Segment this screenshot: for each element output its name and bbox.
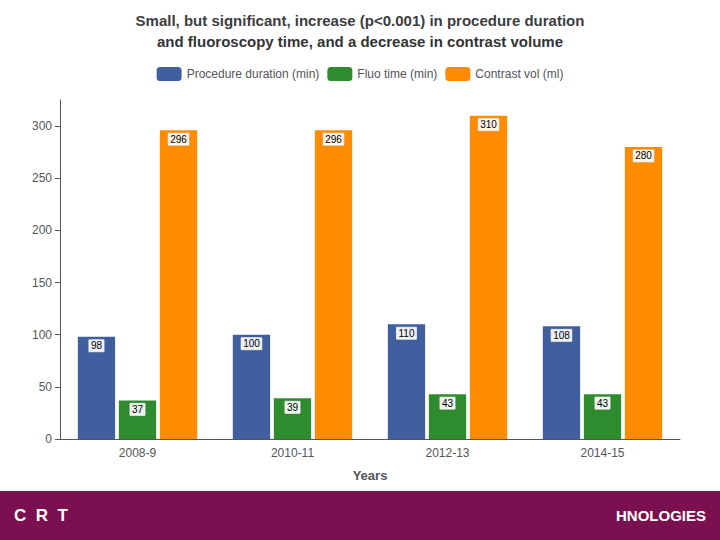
svg-text:296: 296 — [325, 134, 342, 145]
svg-text:98: 98 — [91, 340, 103, 351]
svg-text:43: 43 — [442, 398, 454, 409]
svg-text:43: 43 — [597, 398, 609, 409]
svg-text:Years: Years — [353, 468, 388, 483]
svg-text:100: 100 — [243, 338, 260, 349]
svg-text:250: 250 — [32, 171, 52, 185]
svg-text:Fluo time (min): Fluo time (min) — [357, 67, 437, 81]
svg-text:0: 0 — [45, 432, 52, 446]
svg-text:and fluoroscopy time, and a de: and fluoroscopy time, and a decrease in … — [157, 33, 563, 50]
svg-text:150: 150 — [32, 276, 52, 290]
svg-text:200: 200 — [32, 223, 52, 237]
svg-text:100: 100 — [32, 328, 52, 342]
svg-text:296: 296 — [170, 134, 187, 145]
svg-text:310: 310 — [480, 119, 497, 130]
svg-text:50: 50 — [39, 380, 53, 394]
svg-text:2010-11: 2010-11 — [271, 446, 314, 460]
svg-text:2014-15: 2014-15 — [580, 446, 624, 460]
svg-text:Small, but significant, increa: Small, but significant, increase (p<0.00… — [136, 12, 585, 29]
svg-text:300: 300 — [32, 119, 52, 133]
svg-text:Procedure duration (min): Procedure duration (min) — [187, 67, 320, 81]
svg-text:C R T: C R T — [14, 506, 68, 525]
svg-text:39: 39 — [287, 402, 299, 413]
svg-text:108: 108 — [553, 330, 570, 341]
svg-text:37: 37 — [132, 404, 144, 415]
svg-text:280: 280 — [635, 150, 652, 161]
svg-text:2008-9: 2008-9 — [119, 446, 157, 460]
svg-text:Contrast vol (ml): Contrast vol (ml) — [475, 67, 563, 81]
svg-text:2012-13: 2012-13 — [425, 446, 469, 460]
svg-text:HNOLOGIES: HNOLOGIES — [616, 507, 706, 524]
svg-text:110: 110 — [398, 328, 414, 339]
